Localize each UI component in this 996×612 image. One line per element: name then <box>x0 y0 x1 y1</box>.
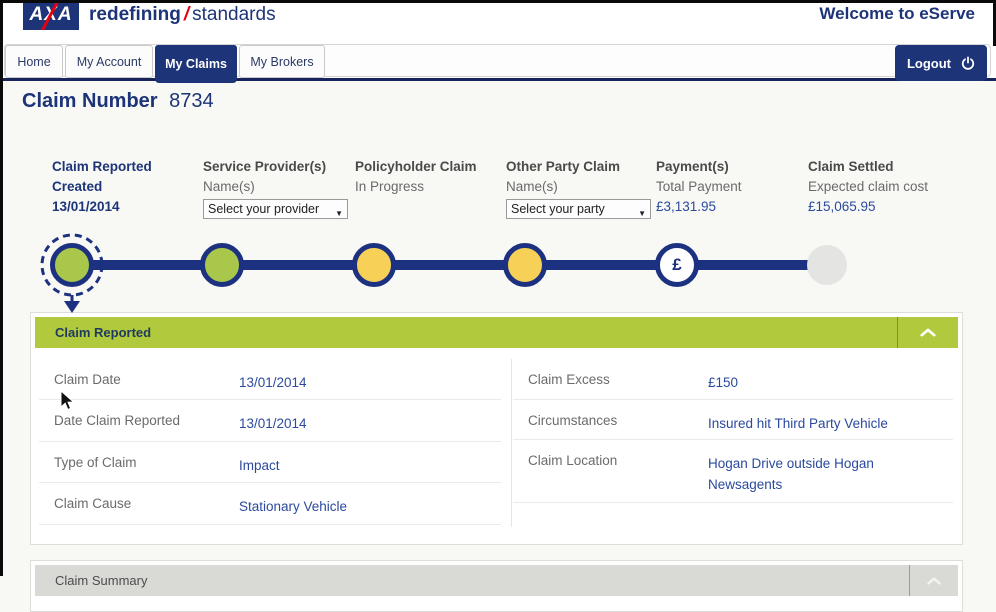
claim-summary-panel: Claim Summary <box>30 560 963 612</box>
claim-number-value: 8734 <box>169 90 214 112</box>
detail-label: Claim Location <box>528 453 618 468</box>
claim-reported-panel: Claim Reported Claim Date 13/01/2014 Dat… <box>30 312 963 545</box>
stage-other-party-claim: Other Party Claim Name(s) Select your pa… <box>506 157 656 219</box>
tab-my-claims-label: My Claims <box>165 57 227 71</box>
tagline-regular: standards <box>192 4 276 25</box>
columns-divider <box>511 359 512 527</box>
claim-details-right-column: Claim Excess £150 Circumstances Insured … <box>513 359 953 503</box>
claim-reported-section-header[interactable]: Claim Reported <box>35 317 958 348</box>
current-stage-ring <box>40 233 104 313</box>
timeline-node-payments: £ <box>655 243 699 287</box>
detail-row-claim-cause: Claim Cause Stationary Vehicle <box>39 483 501 525</box>
section-header-separator <box>897 317 898 348</box>
stage-policyholder-claim: Policyholder Claim In Progress <box>355 157 505 197</box>
tab-home[interactable]: Home <box>5 45 63 78</box>
stage-title: Service Provider(s) <box>203 159 327 174</box>
nav-bar: Home My Account My Claims My Brokers Log… <box>4 44 991 83</box>
detail-label: Claim Cause <box>54 496 132 511</box>
detail-row-claim-location: Claim Location Hogan Drive outside Hogan… <box>513 440 953 503</box>
screen-edge-top <box>0 0 996 3</box>
detail-value: 13/01/2014 <box>239 416 307 431</box>
stage-claim-settled: Claim Settled Expected claim cost £15,06… <box>808 157 958 217</box>
stage-subtitle: Expected claim cost <box>808 179 929 194</box>
detail-value: 13/01/2014 <box>239 375 307 390</box>
stage-claim-reported: Claim Reported Created 13/01/2014 <box>52 157 202 217</box>
timeline-node-other-party-claim <box>503 243 547 287</box>
claim-details-left-column: Claim Date 13/01/2014 Date Claim Reporte… <box>39 359 501 525</box>
stage-payments: Payment(s) Total Payment £3,131.95 <box>656 157 806 217</box>
collapse-button[interactable] <box>898 317 958 348</box>
tab-my-brokers-label: My Brokers <box>250 54 314 69</box>
provider-select-wrap: Select your provider ▼ <box>203 199 348 219</box>
stage-title: Claim Settled <box>808 159 894 174</box>
section-header-label: Claim Reported <box>55 325 152 340</box>
welcome-text: Welcome to eServe <box>819 4 975 23</box>
stage-title: Payment(s) <box>656 159 729 174</box>
section-header-label: Claim Summary <box>55 573 148 588</box>
tab-my-account-label: My Account <box>76 54 142 69</box>
detail-value: Hogan Drive outside Hogan Newsagents <box>708 456 874 492</box>
detail-row-claim-date: Claim Date 13/01/2014 <box>39 359 501 400</box>
detail-label: Type of Claim <box>54 455 137 470</box>
tagline-slash: / <box>183 4 190 25</box>
tab-home-label: Home <box>17 54 51 69</box>
provider-select[interactable]: Select your provider <box>203 199 348 219</box>
screen-edge-left <box>0 0 3 576</box>
detail-value: £150 <box>708 375 739 390</box>
chevron-up-icon <box>920 328 936 337</box>
stage-title: Other Party Claim <box>506 159 621 174</box>
detail-label: Circumstances <box>528 413 618 428</box>
timeline-node-claim-settled <box>807 245 847 285</box>
timeline-node-claim-reported <box>50 243 94 287</box>
stage-subtitle: Name(s) <box>203 179 255 194</box>
tab-my-claims[interactable]: My Claims <box>155 45 237 83</box>
timeline-node-policyholder-claim <box>352 243 396 287</box>
party-select[interactable]: Select your party <box>506 199 651 219</box>
power-icon <box>961 56 975 70</box>
timeline-track <box>72 260 827 270</box>
nav-underline <box>0 78 996 81</box>
logout-button[interactable]: Logout <box>895 45 987 81</box>
page-title: Claim Number 8734 <box>22 90 214 113</box>
stage-date: 13/01/2014 <box>52 199 120 214</box>
detail-value: Stationary Vehicle <box>239 499 348 514</box>
detail-label: Claim Date <box>54 372 121 387</box>
timeline-node-service-providers <box>200 243 244 287</box>
stage-subtitle: Name(s) <box>506 179 558 194</box>
detail-value: Impact <box>239 458 280 473</box>
expected-claim-cost-value: £15,065.95 <box>808 199 876 214</box>
stage-status: In Progress <box>355 179 425 194</box>
brand-tagline: redefining / standards <box>89 4 276 26</box>
tab-my-brokers[interactable]: My Brokers <box>239 45 325 78</box>
party-select-wrap: Select your party ▼ <box>506 199 651 219</box>
detail-label: Claim Excess <box>528 372 610 387</box>
claim-number-label: Claim Number <box>22 90 158 112</box>
screen-edge-right <box>993 0 996 46</box>
stage-service-providers: Service Provider(s) Name(s) Select your … <box>203 157 353 219</box>
logout-label: Logout <box>906 55 952 71</box>
section-header-separator <box>909 565 910 596</box>
detail-row-circumstances: Circumstances Insured hit Third Party Ve… <box>513 400 953 440</box>
tagline-bold: redefining <box>89 4 181 25</box>
pound-icon: £ <box>672 255 682 274</box>
detail-label: Date Claim Reported <box>54 413 181 428</box>
total-payment-value: £3,131.95 <box>656 199 717 214</box>
detail-row-date-claim-reported: Date Claim Reported 13/01/2014 <box>39 400 501 442</box>
axa-logo: AXA <box>23 0 79 30</box>
chevron-up-icon <box>927 577 941 584</box>
detail-value: Insured hit Third Party Vehicle <box>708 416 888 431</box>
stage-subtitle: Created <box>52 179 103 194</box>
detail-row-type-of-claim: Type of Claim Impact <box>39 442 501 483</box>
collapse-button[interactable] <box>910 565 958 596</box>
tab-my-account[interactable]: My Account <box>65 45 153 78</box>
stage-title: Claim Reported <box>52 159 152 174</box>
stage-subtitle: Total Payment <box>656 179 742 194</box>
stage-title: Policyholder Claim <box>355 159 477 174</box>
claim-summary-section-header[interactable]: Claim Summary <box>35 565 958 596</box>
detail-row-claim-excess: Claim Excess £150 <box>513 359 953 400</box>
